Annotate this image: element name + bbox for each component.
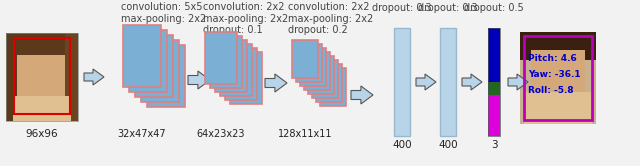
Bar	[6, 33, 78, 64]
Bar	[6, 33, 17, 121]
Bar	[65, 33, 78, 121]
Polygon shape	[351, 86, 373, 104]
Text: 32x47x47: 32x47x47	[118, 129, 166, 139]
Bar	[394, 28, 410, 136]
Bar	[147, 45, 185, 107]
Bar	[129, 30, 167, 92]
Text: 96x96: 96x96	[26, 129, 58, 139]
Text: 400: 400	[392, 140, 412, 150]
Bar	[220, 44, 252, 96]
Bar	[520, 32, 596, 60]
Bar	[210, 36, 242, 88]
Bar	[230, 52, 262, 104]
Bar	[520, 32, 596, 124]
Polygon shape	[265, 74, 287, 92]
Text: dropout: 0.3: dropout: 0.3	[372, 3, 432, 13]
Bar	[215, 40, 247, 92]
Bar	[304, 52, 330, 90]
Bar	[316, 64, 342, 102]
Polygon shape	[416, 74, 436, 90]
Bar	[225, 48, 257, 100]
Bar	[488, 95, 500, 136]
Bar	[488, 82, 500, 95]
Text: dropout: 0.3: dropout: 0.3	[418, 3, 478, 13]
Bar	[14, 38, 70, 114]
Bar	[524, 92, 592, 124]
Bar	[6, 33, 78, 121]
Polygon shape	[462, 74, 482, 90]
Text: 64x23x23: 64x23x23	[196, 129, 245, 139]
Bar	[292, 40, 318, 78]
Bar	[531, 50, 584, 115]
Text: Yaw: -36.1: Yaw: -36.1	[528, 70, 580, 79]
Bar	[205, 32, 237, 84]
Bar	[488, 28, 500, 136]
Bar	[300, 48, 326, 86]
Bar	[296, 44, 322, 82]
Bar	[17, 55, 65, 112]
Polygon shape	[508, 74, 528, 90]
Bar	[308, 56, 334, 94]
Text: Pitch: 4.6: Pitch: 4.6	[528, 54, 577, 63]
Text: convolution: 2x2
max-pooling: 2x2
dropout: 0.2: convolution: 2x2 max-pooling: 2x2 dropou…	[288, 2, 373, 35]
Bar	[135, 35, 173, 97]
Text: convolution: 5x5
max-pooling: 2x2: convolution: 5x5 max-pooling: 2x2	[121, 2, 206, 24]
Bar	[141, 40, 179, 102]
Bar	[123, 25, 161, 87]
Text: dropout: 0.5: dropout: 0.5	[464, 3, 524, 13]
Text: 3: 3	[491, 140, 497, 150]
Polygon shape	[188, 71, 210, 89]
Text: 400: 400	[438, 140, 458, 150]
Bar	[488, 28, 500, 82]
Bar	[524, 36, 592, 120]
Polygon shape	[84, 69, 104, 85]
Bar	[6, 33, 78, 121]
Bar	[312, 60, 338, 98]
Text: Roll: -5.8: Roll: -5.8	[528, 86, 573, 95]
Bar	[320, 68, 346, 106]
Text: 128x11x11: 128x11x11	[278, 129, 332, 139]
Bar	[440, 28, 456, 136]
Bar	[13, 96, 71, 121]
Text: convolution: 2x2
max-pooling: 2x2
dropout: 0.1: convolution: 2x2 max-pooling: 2x2 dropou…	[203, 2, 288, 35]
